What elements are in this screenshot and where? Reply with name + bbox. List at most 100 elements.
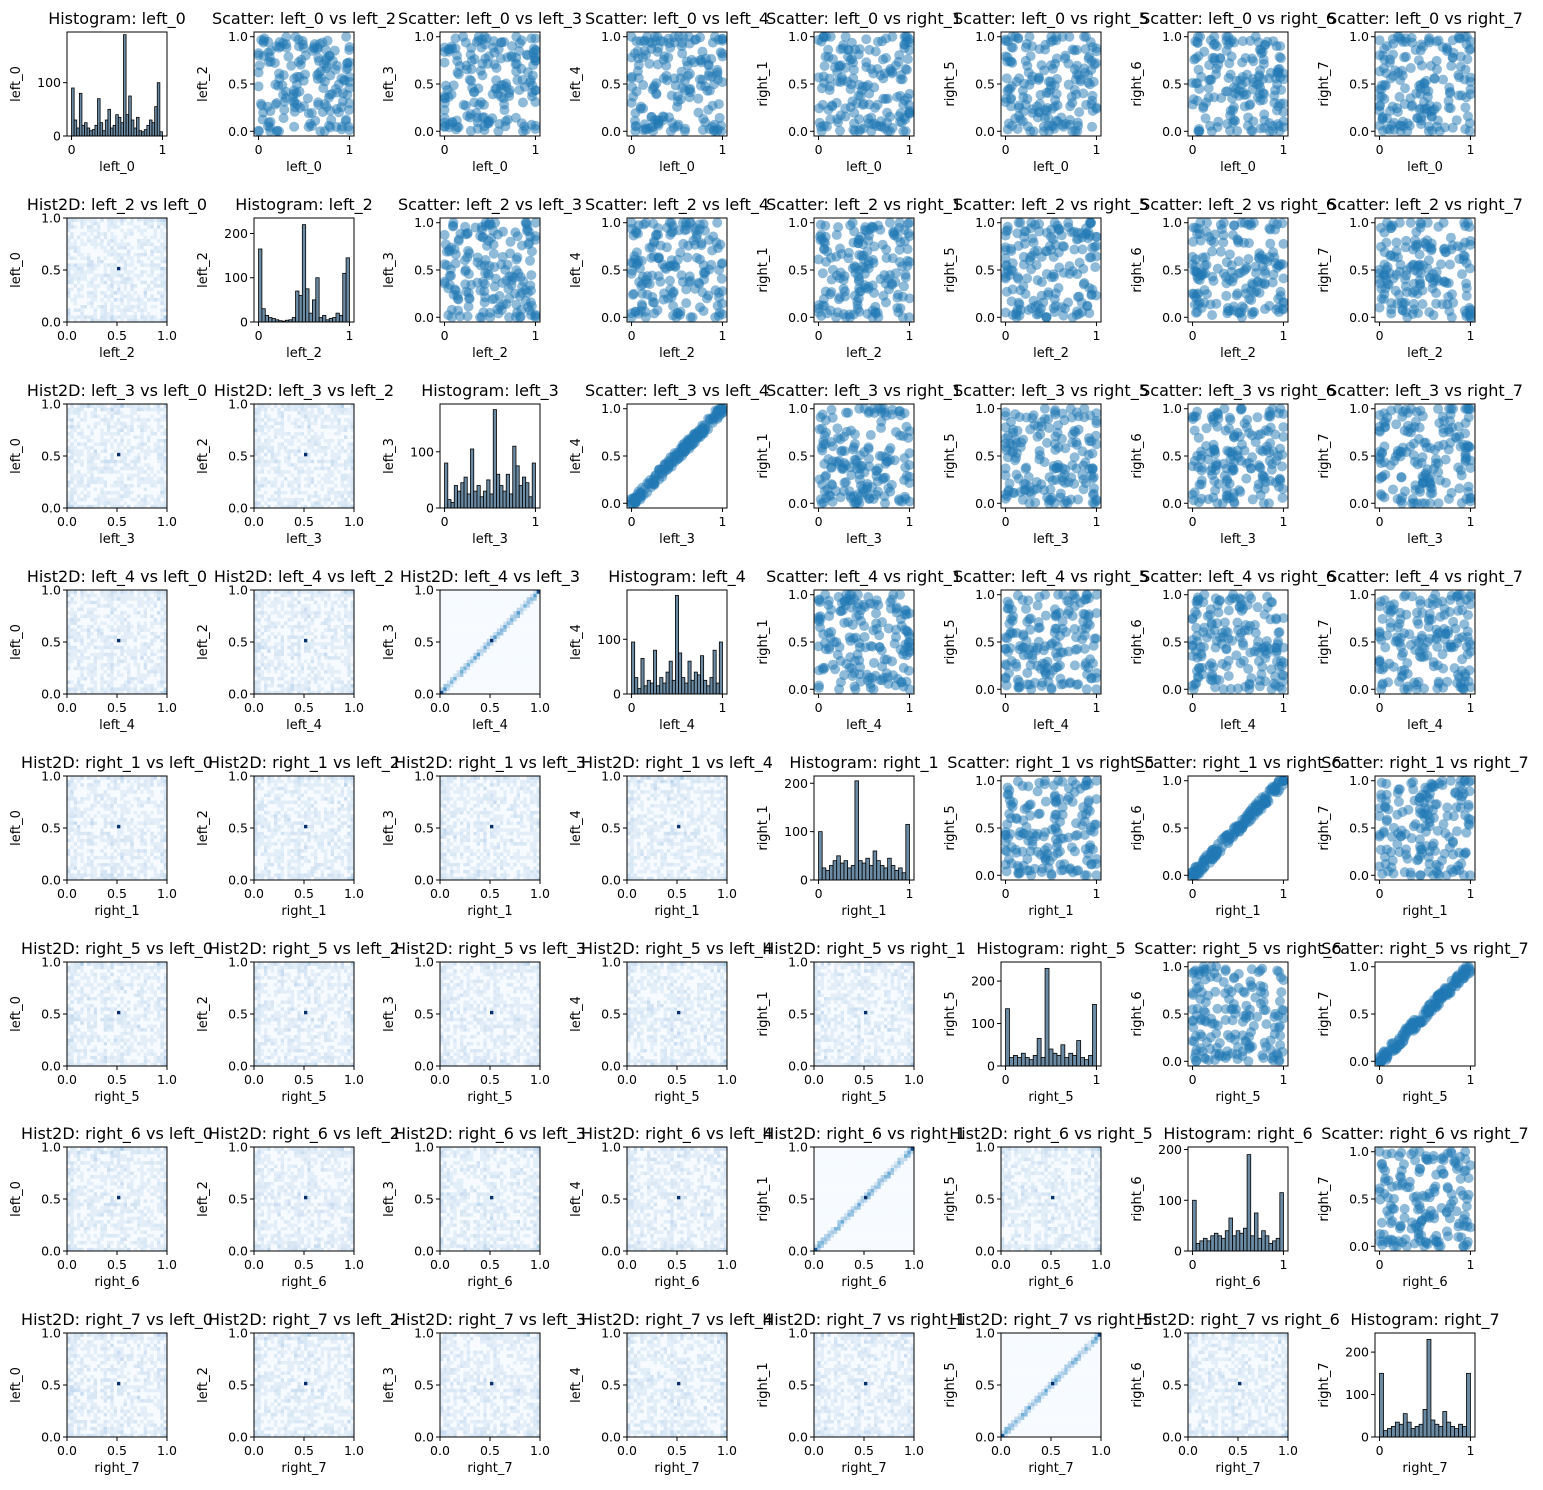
hist2d-cell: [147, 462, 151, 467]
hist2d-cell: [284, 476, 288, 481]
hist2d-cell: [130, 290, 134, 295]
hist2d-cell: [160, 438, 164, 443]
hist2d-cell: [67, 452, 71, 457]
hist2d-cell: [284, 494, 288, 498]
hist2d-cell: [140, 421, 144, 426]
hist2d-cell: [97, 270, 101, 274]
hist2d-cell: [133, 311, 138, 316]
scatter-point: [661, 263, 672, 274]
hist2d-cell: [257, 490, 261, 495]
hist2d-cell: [113, 490, 118, 495]
y-tick-label: 1.0: [788, 29, 808, 44]
scatter-point: [1072, 126, 1083, 136]
hist2d-cell: [160, 235, 164, 240]
hist2d-cell: [130, 476, 134, 481]
scatter-point: [879, 270, 890, 281]
hist2d-cell: [143, 280, 148, 285]
hist2d-cell: [157, 424, 161, 429]
hist2d-cell: [73, 476, 78, 481]
hist2d-cell: [103, 308, 108, 312]
hist2d-cell: [157, 252, 161, 257]
hist2d-cell: [153, 404, 158, 408]
hist2d-cell: [153, 407, 158, 412]
hist2d-cell: [130, 490, 134, 495]
scatter-point: [510, 227, 521, 238]
scatter-point: [1438, 74, 1449, 85]
scatter-point: [1397, 304, 1408, 315]
hist2d-cell: [324, 452, 328, 457]
hist2d-cell: [73, 301, 78, 305]
hist2d-cell: [260, 431, 265, 436]
hist2d-cell: [93, 266, 98, 271]
hist2d-cell: [324, 480, 328, 485]
hist2d-cell: [117, 466, 121, 471]
scatter-point: [1006, 42, 1017, 53]
hist2d-cell: [70, 238, 74, 243]
hist2d-cell: [87, 308, 91, 312]
hist2d-cell: [107, 263, 111, 267]
hist2d-cell: [110, 290, 114, 295]
hist2d-cell: [107, 459, 111, 464]
hist2d-cell: [150, 228, 154, 233]
hist2d-cell: [87, 218, 91, 222]
hist2d-cell: [80, 221, 84, 226]
hist2d-cell: [100, 421, 104, 426]
scatter-point: [817, 268, 828, 279]
x-tick-label: 1: [1279, 328, 1287, 343]
hist2d-cell: [300, 449, 305, 453]
hist2d-cell: [143, 263, 148, 267]
hist2d-cell: [103, 315, 108, 319]
hist2d-cell: [257, 501, 261, 505]
scatter-point: [651, 89, 662, 100]
hist2d-cell: [153, 414, 158, 419]
hist2d-cell: [294, 442, 298, 446]
scatter-point: [277, 80, 288, 91]
hist2d-cell: [83, 497, 88, 502]
hist2d-cell: [70, 469, 74, 474]
hist2d-cell: [110, 407, 114, 412]
hist2d-cell: [277, 452, 281, 457]
hist2d-cell: [157, 476, 161, 481]
hist2d-cell: [113, 497, 118, 502]
hist2d-cell: [307, 466, 311, 471]
hist2d-cell: [93, 462, 98, 467]
hist2d-cell: [110, 308, 114, 312]
hist2d-cell: [160, 456, 164, 460]
scatter-point: [1401, 235, 1412, 246]
hist2d-cell: [97, 424, 101, 429]
hist2d-cell: [93, 297, 98, 302]
scatter-point: [514, 312, 525, 322]
hist2d-cell: [137, 242, 141, 247]
scatter-points: [814, 218, 914, 322]
x-tick-label: 0: [1002, 328, 1010, 343]
scatter-point: [491, 83, 502, 94]
hist2d-cell: [277, 494, 281, 498]
hist2d-cell: [107, 407, 111, 412]
scatter-point: [1376, 80, 1387, 91]
hist2d-cell: [70, 442, 74, 446]
hist2d-cell: [93, 228, 98, 233]
hist2d-cell: [117, 273, 121, 278]
hist2d-cell: [147, 259, 151, 264]
hist2d-cell: [294, 501, 298, 505]
hist2d-cell: [143, 256, 148, 260]
hist2d-cell: [150, 483, 154, 488]
hist2d-cell: [317, 480, 321, 485]
hist2d-cell: [143, 404, 148, 408]
hist2d-cell: [310, 487, 315, 491]
hist2d-cell: [70, 431, 74, 436]
hist2d-cell: [140, 428, 144, 433]
hist2d-cell: [340, 469, 345, 474]
hist2d-cell: [140, 259, 144, 264]
hist2d-cell: [334, 497, 338, 502]
hist2d-cell: [327, 449, 331, 453]
hist2d-cell: [123, 287, 128, 292]
hist2d-cell: [73, 259, 78, 264]
hist2d-cell: [157, 442, 161, 446]
hist2d-cell: [97, 273, 101, 278]
y-tick-label: 0.0: [788, 310, 808, 325]
scatter-point: [659, 51, 670, 62]
hist2d-cell: [337, 435, 341, 439]
y-tick-label: 1.0: [1349, 215, 1369, 230]
hist2d-cell: [314, 469, 318, 474]
